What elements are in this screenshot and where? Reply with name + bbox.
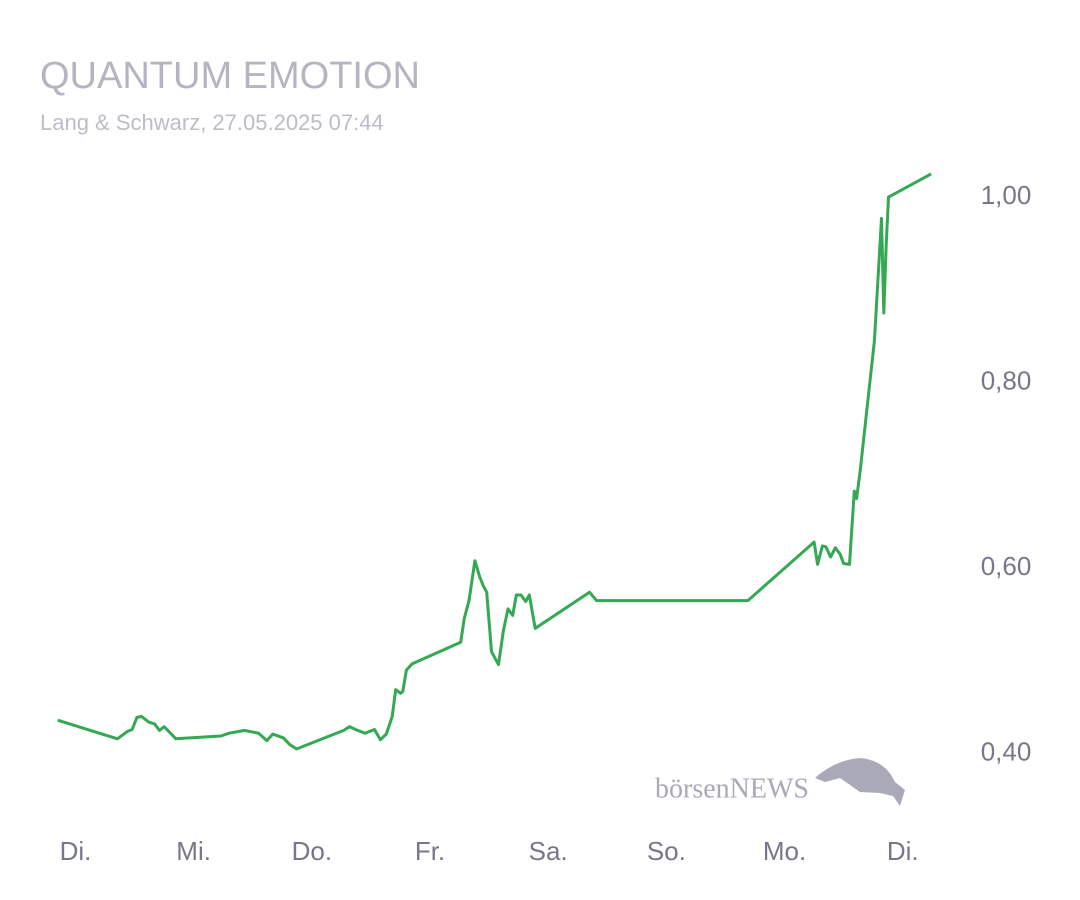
- x-tick-label: Mo.: [763, 836, 806, 866]
- x-tick-label: Di.: [887, 836, 919, 866]
- y-tick-label: 0,60: [981, 551, 1032, 581]
- x-tick-label: Do.: [292, 836, 332, 866]
- y-tick-label: 0,40: [981, 736, 1032, 766]
- watermark-bull: [815, 758, 905, 806]
- y-tick-label: 0,80: [981, 365, 1032, 395]
- x-tick-label: Sa.: [529, 836, 568, 866]
- x-tick-label: Fr.: [415, 836, 445, 866]
- chart-subtitle: Lang & Schwarz, 27.05.2025 07:44: [40, 110, 384, 135]
- price-line: [57, 172, 932, 751]
- chart-title: QUANTUM EMOTION: [40, 55, 420, 97]
- x-tick-label: Di.: [60, 836, 92, 866]
- x-tick-label: So.: [647, 836, 686, 866]
- y-tick-label: 1,00: [981, 180, 1032, 210]
- x-tick-label: Mi.: [176, 836, 211, 866]
- watermark: börsenNEWS: [655, 773, 809, 804]
